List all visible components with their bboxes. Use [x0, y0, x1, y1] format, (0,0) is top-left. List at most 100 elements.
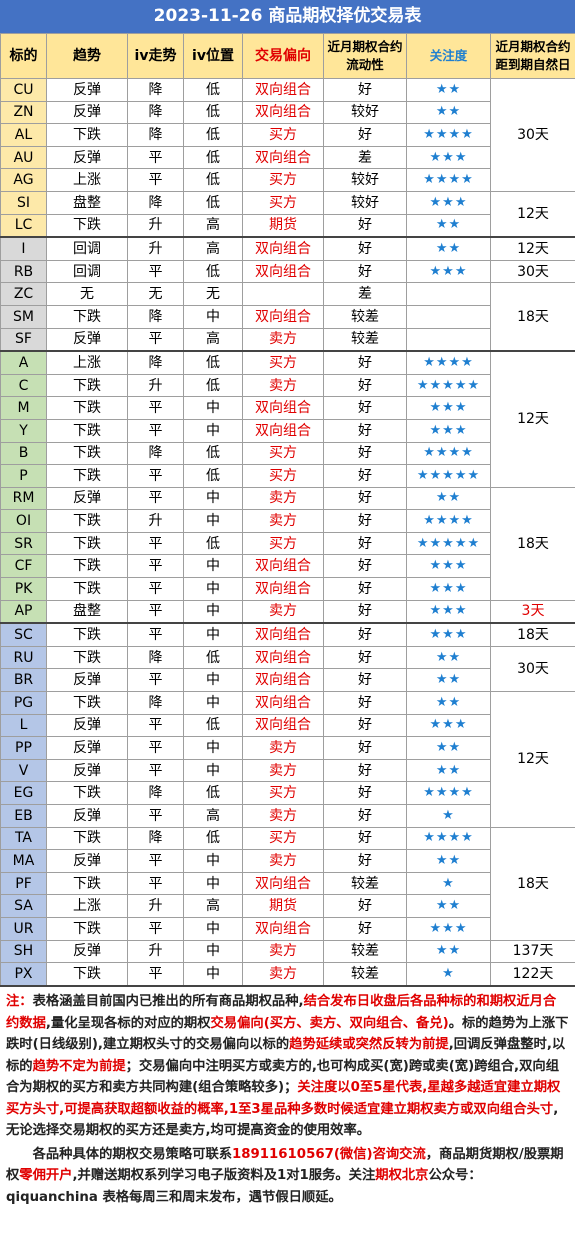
iv-position: 低: [184, 374, 243, 397]
trade-bias: 卖方: [243, 510, 324, 533]
liquidity: 好: [324, 623, 407, 646]
liquidity: 好: [324, 397, 407, 420]
trend: 下跌: [47, 442, 128, 465]
iv-position: 中: [184, 510, 243, 533]
iv-position: 低: [184, 646, 243, 669]
attention: ★★★: [407, 714, 491, 737]
expiry-days: 12天: [491, 237, 575, 260]
attention: ★: [407, 963, 491, 986]
iv-position: 低: [184, 442, 243, 465]
iv-trend: 平: [128, 623, 184, 646]
liquidity: 好: [324, 374, 407, 397]
iv-position: 中: [184, 419, 243, 442]
liquidity: 好: [324, 827, 407, 850]
symbol: A: [1, 351, 47, 374]
attention: ★: [407, 872, 491, 895]
trade-bias: 买方: [243, 532, 324, 555]
iv-trend: 平: [128, 714, 184, 737]
liquidity: 好: [324, 419, 407, 442]
iv-position: 中: [184, 623, 243, 646]
expiry-days: 18天: [491, 827, 575, 940]
expiry-days: 18天: [491, 283, 575, 351]
iv-position: 中: [184, 692, 243, 715]
trade-bias: 买方: [243, 191, 324, 214]
trade-bias: 卖方: [243, 850, 324, 873]
symbol: I: [1, 237, 47, 260]
liquidity: 好: [324, 737, 407, 760]
trend: 无: [47, 283, 128, 306]
attention: ★★★: [407, 397, 491, 420]
trade-bias: 双向组合: [243, 305, 324, 328]
attention: ★★: [407, 759, 491, 782]
symbol: CF: [1, 555, 47, 578]
iv-trend: 平: [128, 419, 184, 442]
trend: 反弹: [47, 805, 128, 828]
iv-position: 无: [184, 283, 243, 306]
note-paragraph: 注：表格涵盖目前国内已推出的所有商品期权品种,结合发布日收盘后各品种标的和期权近…: [6, 991, 569, 1142]
iv-trend: 平: [128, 169, 184, 192]
liquidity: 好: [324, 895, 407, 918]
iv-trend: 降: [128, 782, 184, 805]
trade-bias: 买方: [243, 124, 324, 147]
trade-bias: 双向组合: [243, 79, 324, 102]
attention: ★★: [407, 737, 491, 760]
liquidity: 好: [324, 465, 407, 488]
trend: 反弹: [47, 146, 128, 169]
attention: ★★★: [407, 600, 491, 623]
iv-position: 中: [184, 940, 243, 963]
trend: 下跌: [47, 465, 128, 488]
trend: 盘整: [47, 600, 128, 623]
iv-position: 中: [184, 917, 243, 940]
expiry-days: 30天: [491, 260, 575, 283]
liquidity: 好: [324, 442, 407, 465]
iv-position: 低: [184, 827, 243, 850]
symbol: EG: [1, 782, 47, 805]
liquidity: 好: [324, 214, 407, 237]
expiry-days: 122天: [491, 963, 575, 986]
attention: ★★★: [407, 623, 491, 646]
iv-trend: 平: [128, 963, 184, 986]
trade-bias: 双向组合: [243, 397, 324, 420]
attention: ★★★★: [407, 827, 491, 850]
liquidity: 好: [324, 555, 407, 578]
symbol: SA: [1, 895, 47, 918]
trend: 上涨: [47, 351, 128, 374]
iv-trend: 平: [128, 328, 184, 351]
liquidity: 好: [324, 917, 407, 940]
iv-trend: 平: [128, 850, 184, 873]
trend: 上涨: [47, 895, 128, 918]
iv-position: 中: [184, 578, 243, 601]
attention: ★★: [407, 237, 491, 260]
trade-bias: 双向组合: [243, 260, 324, 283]
iv-trend: 降: [128, 305, 184, 328]
iv-trend: 平: [128, 805, 184, 828]
iv-position: 中: [184, 872, 243, 895]
iv-trend: 升: [128, 237, 184, 260]
liquidity: 好: [324, 714, 407, 737]
iv-position: 高: [184, 214, 243, 237]
attention: ★★★: [407, 191, 491, 214]
iv-position: 中: [184, 600, 243, 623]
iv-position: 中: [184, 963, 243, 986]
symbol: SM: [1, 305, 47, 328]
iv-position: 高: [184, 237, 243, 260]
symbol: AL: [1, 124, 47, 147]
symbol: B: [1, 442, 47, 465]
iv-position: 中: [184, 305, 243, 328]
iv-position: 中: [184, 737, 243, 760]
trade-bias: 双向组合: [243, 692, 324, 715]
liquidity: 好: [324, 487, 407, 510]
symbol: LC: [1, 214, 47, 237]
